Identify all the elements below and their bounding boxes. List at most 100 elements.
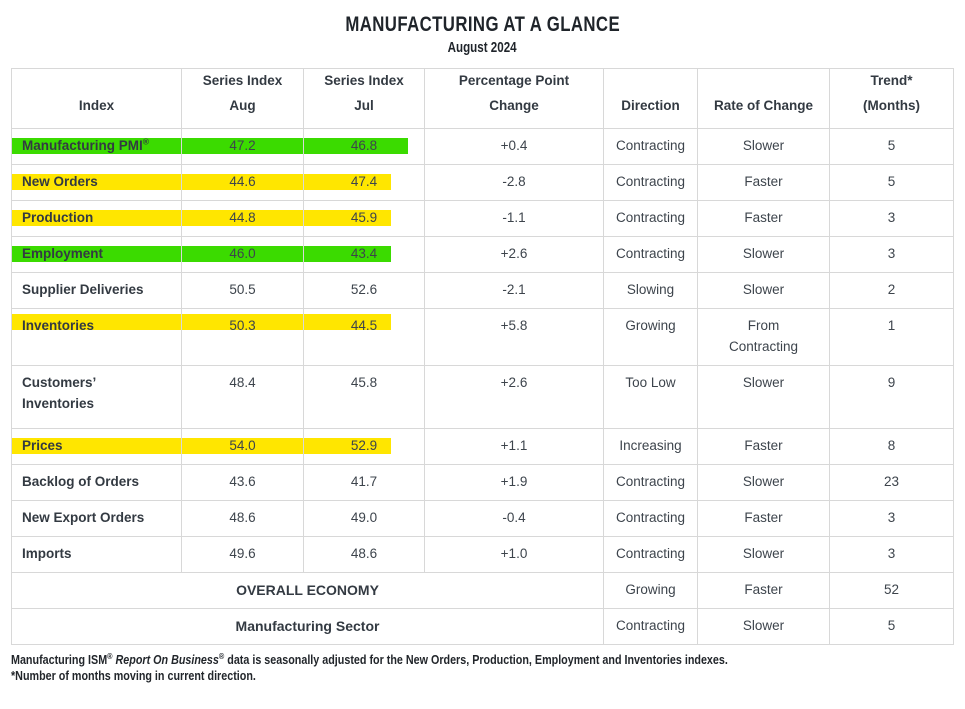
cell-series-jul: 52.6: [303, 271, 425, 309]
cell-direction: Contracting: [603, 463, 698, 501]
cell-index: Imports: [11, 535, 182, 573]
cell-direction: Contracting: [603, 535, 698, 573]
cell-trend: 5: [829, 163, 954, 201]
cell-index: Employment: [11, 235, 182, 273]
cell-direction: Contracting: [603, 127, 698, 165]
cell-index: New Orders: [11, 163, 182, 201]
cell-direction: Growing: [603, 307, 698, 366]
cell-trend: 3: [829, 199, 954, 237]
cell-series-jul: 48.6: [303, 535, 425, 573]
footnotes: Manufacturing ISM® Report On Business® d…: [11, 652, 965, 685]
cell-index: Backlog of Orders: [11, 463, 182, 501]
row-overall-economy: OVERALL ECONOMY Growing Faster 52: [11, 571, 954, 609]
cell-pct-change: -2.1: [424, 271, 604, 309]
row-inventories: Inventories 50.3 44.5 +5.8 Growing From …: [11, 307, 954, 366]
cell-index: New Export Orders: [11, 499, 182, 537]
footnote-text: Manufacturing ISM: [11, 652, 108, 667]
cell-trend: 23: [829, 463, 954, 501]
cell-direction: Contracting: [603, 607, 698, 645]
row-new-export-orders: New Export Orders 48.6 49.0 -0.4 Contrac…: [11, 499, 954, 537]
cell-trend: 52: [829, 571, 954, 609]
cell-pct-change: +0.4: [424, 127, 604, 165]
cell-rate: Faster: [697, 427, 830, 465]
cell-series-aug: 48.4: [181, 364, 304, 429]
row-manufacturing-sector: Manufacturing Sector Contracting Slower …: [11, 607, 954, 645]
cell-series-aug: 44.6: [181, 163, 304, 201]
cell-direction: Increasing: [603, 427, 698, 465]
row-new-orders: New Orders 44.6 47.4 -2.8 Contracting Fa…: [11, 163, 954, 201]
cell-rate: Slower: [697, 271, 830, 309]
cell-series-jul: 49.0: [303, 499, 425, 537]
footnote-text: data is seasonally adjusted for the New …: [224, 652, 728, 667]
cell-series-jul: 46.8: [303, 127, 425, 165]
cell-series-aug: 48.6: [181, 499, 304, 537]
footnote-text: *Number of months moving in current dire…: [11, 669, 256, 684]
cell-series-aug: 54.0: [181, 427, 304, 465]
registered-mark: ®: [107, 650, 113, 661]
cell-direction: Too Low: [603, 364, 698, 429]
cell-rate: Faster: [697, 571, 830, 609]
cell-index: Inventories: [11, 307, 182, 366]
row-imports: Imports 49.6 48.6 +1.0 Contracting Slowe…: [11, 535, 954, 573]
row-supplier-deliveries: Supplier Deliveries 50.5 52.6 -2.1 Slowi…: [11, 271, 954, 309]
row-production: Production 44.8 45.9 -1.1 Contracting Fa…: [11, 199, 954, 237]
cell-trend: 8: [829, 427, 954, 465]
cell-series-aug: 50.3: [181, 307, 304, 366]
cell-rate: Faster: [697, 199, 830, 237]
cell-index: Manufacturing PMI®: [11, 127, 182, 165]
cell-index: Customers’ Inventories: [11, 364, 182, 429]
row-backlog-of-orders: Backlog of Orders 43.6 41.7 +1.9 Contrac…: [11, 463, 954, 501]
cell-series-aug: 43.6: [181, 463, 304, 501]
cell-rate: Slower: [697, 235, 830, 273]
cell-index: Production: [11, 199, 182, 237]
cell-pct-change: +2.6: [424, 235, 604, 273]
cell-pct-change: +2.6: [424, 364, 604, 429]
row-employment: Employment 46.0 43.4 +2.6 Contracting Sl…: [11, 235, 954, 273]
cell-trend: 9: [829, 364, 954, 429]
cell-trend: 3: [829, 499, 954, 537]
cell-direction: Slowing: [603, 271, 698, 309]
cell-pct-change: -1.1: [424, 199, 604, 237]
cell-direction: Contracting: [603, 235, 698, 273]
glance-table: Index Series Index Aug Series Index Jul …: [11, 68, 954, 645]
cell-trend: 5: [829, 127, 954, 165]
row-prices: Prices 54.0 52.9 +1.1 Increasing Faster …: [11, 427, 954, 465]
cell-pct-change: +1.0: [424, 535, 604, 573]
cell-rate: Slower: [697, 364, 830, 429]
col-header-rate: Rate of Change: [697, 68, 830, 129]
row-customers-inventories: Customers’ Inventories 48.4 45.8 +2.6 To…: [11, 364, 954, 429]
registered-mark: ®: [142, 136, 150, 147]
cell-pct-change: +5.8: [424, 307, 604, 366]
cell-trend: 3: [829, 535, 954, 573]
cell-trend: 2: [829, 271, 954, 309]
col-header-index: Index: [11, 68, 182, 129]
cell-rate: Slower: [697, 127, 830, 165]
page-title-text: MANUFACTURING AT A GLANCE: [345, 13, 620, 36]
cell-series-jul: 41.7: [303, 463, 425, 501]
cell-rate: Slower: [697, 535, 830, 573]
summary-label: OVERALL ECONOMY: [11, 571, 604, 609]
cell-series-jul: 43.4: [303, 235, 425, 273]
cell-pct-change: +1.1: [424, 427, 604, 465]
cell-series-jul: 45.9: [303, 199, 425, 237]
cell-series-jul: 45.8: [303, 364, 425, 429]
cell-direction: Contracting: [603, 163, 698, 201]
cell-series-jul: 44.5: [303, 307, 425, 366]
summary-label: Manufacturing Sector: [11, 607, 604, 645]
header-row: Index Series Index Aug Series Index Jul …: [11, 68, 954, 129]
col-header-direction: Direction: [603, 68, 698, 129]
page-title: MANUFACTURING AT A GLANCE: [0, 13, 965, 37]
cell-rate: Faster: [697, 163, 830, 201]
cell-pct-change: -2.8: [424, 163, 604, 201]
cell-rate: Slower: [697, 607, 830, 645]
report-on-business-title: Report On Business: [112, 652, 219, 667]
col-header-pct-change: Percentage Point Change: [424, 68, 604, 129]
report-header: MANUFACTURING AT A GLANCE August 2024: [0, 0, 965, 56]
cell-direction: Contracting: [603, 499, 698, 537]
cell-series-jul: 52.9: [303, 427, 425, 465]
cell-pct-change: +1.9: [424, 463, 604, 501]
cell-trend: 3: [829, 235, 954, 273]
cell-series-jul: 47.4: [303, 163, 425, 201]
row-manufacturing-pmi: Manufacturing PMI® 47.2 46.8 +0.4 Contra…: [11, 127, 954, 165]
cell-series-aug: 46.0: [181, 235, 304, 273]
